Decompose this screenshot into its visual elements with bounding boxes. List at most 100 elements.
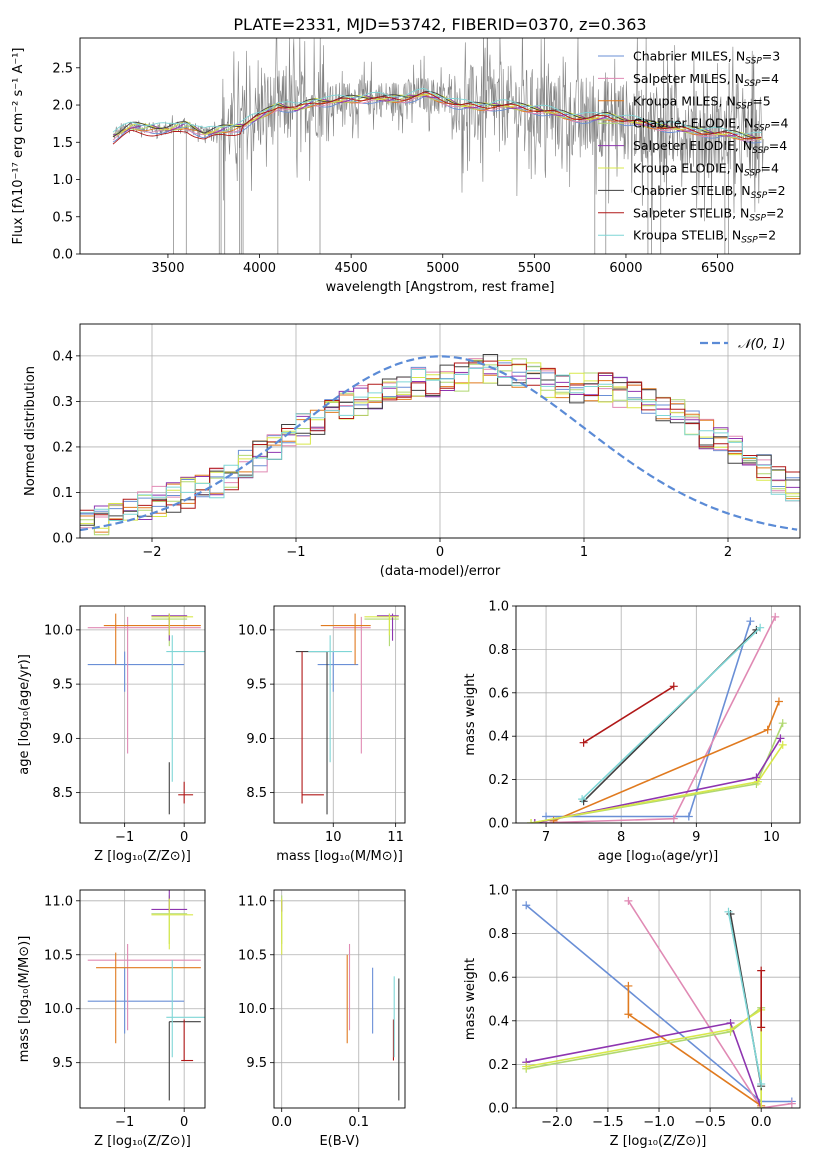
legend-text: =2	[758, 228, 776, 243]
series-marker-salpeter_stelib	[669, 682, 678, 691]
axes-frame	[79, 37, 801, 255]
legend-subscript: SSP	[752, 146, 769, 156]
axes-frame	[79, 323, 801, 539]
y-tick-label: 8.5	[246, 786, 267, 801]
series-marker-kroupa_elodie	[757, 1104, 766, 1108]
legend-entry: Kroupa STELIB, NSSP=2	[633, 228, 776, 246]
x-tick-label: 10	[325, 830, 342, 845]
x-tick-label: 3500	[151, 261, 184, 276]
y-tick-label: 8.5	[52, 786, 73, 801]
legend-text: Salpeter STELIB, N	[633, 205, 749, 220]
y-tick-label: 9.0	[52, 732, 73, 747]
y-tick-label: 10.0	[238, 1002, 267, 1017]
y-tick-label: 9.5	[246, 678, 267, 693]
plot-area	[516, 606, 800, 823]
series-marker-salpeter_stelib	[757, 1023, 766, 1032]
x-tick-label: 0	[436, 545, 444, 560]
y-tick-label: 11.0	[238, 894, 267, 909]
series-marker-salpeter_elodie	[776, 734, 785, 743]
series-marker-chabrier_miles	[542, 812, 551, 821]
x-tick-label: 11	[387, 830, 404, 845]
plot-content	[80, 354, 800, 536]
y-tick-label: 1.0	[488, 884, 509, 899]
plot-area	[80, 890, 205, 1108]
series-line-kroupa_stelib	[581, 627, 761, 800]
legend-entry: Salpeter MILES, NSSP=4	[633, 71, 779, 89]
y-tick-label: 0.3	[52, 395, 73, 410]
series-marker-salpeter_stelib	[579, 738, 588, 747]
series-marker-salpeter_miles	[771, 612, 780, 621]
legend-text: =4	[769, 138, 787, 153]
legend-entry: Chabrier ELODIE, NSSP=4	[633, 116, 788, 134]
plot-content	[527, 612, 787, 823]
legend-entry: 𝒩(0, 1)	[738, 337, 785, 352]
y-axis-label: mass weight	[463, 958, 478, 1040]
x-tick-label: 0.0	[751, 1115, 772, 1130]
legend-entry: Kroupa MILES, NSSP=5	[633, 93, 771, 111]
x-tick-label: −1	[115, 830, 134, 845]
y-tick-label: 1.0	[488, 600, 509, 615]
x-tick-label: 2	[724, 545, 732, 560]
y-tick-label: 0.0	[52, 248, 73, 263]
legend-text: =5	[752, 93, 770, 108]
axes-frame	[515, 605, 801, 824]
x-tick-label: 4000	[243, 261, 276, 276]
model-line-chabrier_elodie	[112, 94, 762, 140]
model-line-chabrier_stelib	[112, 91, 762, 139]
series-marker-chabrier_elodie	[778, 719, 787, 728]
x-tick-label: 7	[542, 830, 550, 845]
y-tick-label: 9.5	[52, 678, 73, 693]
legend-text: Salpeter MILES, N	[633, 71, 744, 86]
axes-frame	[79, 889, 206, 1109]
x-tick-label: 0.0	[271, 1115, 292, 1130]
series-marker-kroupa_elodie	[527, 819, 536, 823]
y-axis-label: age [log₁₀(age/yr)]	[17, 654, 32, 775]
legend-text: =4	[770, 116, 788, 131]
legend-subscript: SSP	[744, 169, 761, 179]
histogram-kroupa_stelib	[80, 366, 800, 521]
series-marker-kroupa_elodie	[753, 777, 762, 786]
y-tick-label: 0.0	[52, 532, 73, 547]
normal-curve	[80, 355, 798, 532]
series-line-salpeter_stelib	[583, 685, 675, 744]
y-tick-label: 10.5	[238, 948, 267, 963]
histogram-salpeter_elodie	[80, 367, 800, 520]
x-tick-label: 0	[180, 1115, 188, 1130]
legend-text: Chabrier MILES, N	[633, 49, 745, 64]
panel-age_vs_Z: −1 0 8.5 9.0 9.5 10.0 Z [log₁₀(Z/Z⊙)] age [log₁…	[17, 605, 206, 864]
plot-area	[274, 606, 405, 823]
model-line-salpeter_stelib	[112, 91, 762, 145]
y-axis-label: mass [log₁₀(M/M⊙)]	[17, 936, 32, 1063]
model-line-kroupa_stelib	[112, 88, 762, 135]
y-tick-label: 0.5	[52, 210, 73, 225]
panel-residuals: −2 −1 0 1 2 0.0 0.1 0.2 0.3 0.4 (data-model)/error…	[23, 323, 801, 579]
x-tick-label: −1	[115, 1115, 134, 1130]
plot-content	[281, 895, 400, 1101]
x-tick-label: 5000	[426, 261, 459, 276]
x-tick-label: 9	[692, 830, 700, 845]
y-tick-label: 11.0	[44, 894, 73, 909]
y-tick-label: 1.5	[52, 136, 73, 151]
y-tick-label: 0.0	[488, 817, 509, 832]
legend-text: Kroupa MILES, N	[633, 93, 736, 108]
series-marker-kroupa_stelib	[578, 795, 587, 804]
series-marker-kroupa_stelib	[724, 907, 733, 916]
panel-age_vs_mass: 10 11 8.5 9.0 9.5 10.0 mass [log₁₀(M/M⊙)]	[238, 605, 406, 864]
y-tick-label: 0.2	[488, 1058, 509, 1073]
series-line-kroupa_elodie	[526, 1008, 762, 1108]
legend-entry: Salpeter STELIB, NSSP=2	[633, 205, 784, 223]
panel-massweight_vs_Z: −2.0 −1.5 −1.0 −0.5 0.0 0.0 0.2 0.4 0.6 0.8 1.0 Z […	[463, 884, 801, 1149]
legend-subscript: SSP	[751, 191, 768, 201]
y-tick-label: 9.0	[246, 732, 267, 747]
plot-content	[522, 896, 796, 1108]
legend-text: Chabrier ELODIE, N	[633, 116, 753, 131]
x-tick-label: 0.1	[348, 1115, 369, 1130]
y-tick-label: 10.0	[44, 623, 73, 638]
legend-text: =4	[761, 161, 779, 176]
series-marker-kroupa_miles	[763, 725, 772, 734]
legend-subscript: SSP	[744, 79, 761, 89]
x-axis-label: (data-model)/error	[380, 564, 501, 579]
legend-text: Kroupa ELODIE, N	[633, 161, 744, 176]
legend-text: =2	[766, 205, 784, 220]
